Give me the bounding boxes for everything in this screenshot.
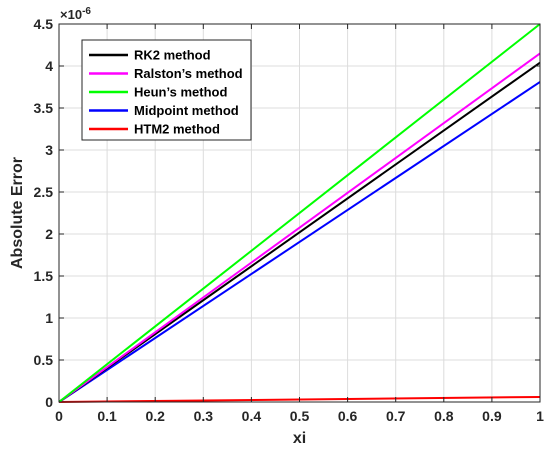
x-tick-label: 0.4 [242, 408, 262, 424]
y-tick-label: 4 [45, 58, 53, 74]
series-lines [58, 23, 541, 403]
y-tick-label: 1.5 [34, 268, 54, 284]
x-axis-title: xi [293, 430, 306, 447]
series-line-rk2-method [58, 61, 541, 403]
y-tick-label: 3.5 [34, 100, 54, 116]
y-tick-label: 2.5 [34, 184, 54, 200]
x-tick-label: 0.7 [386, 408, 406, 424]
y-tick-label: 0.5 [34, 352, 54, 368]
y-tick-label: 1 [45, 310, 53, 326]
y-tick-label: 3 [45, 142, 53, 158]
x-tick-label: 1 [536, 408, 544, 424]
legend-label-heun-s-method: Heun’s method [134, 85, 227, 100]
x-tick-label: 0.6 [338, 408, 358, 424]
y-tick-label: 4.5 [34, 16, 54, 32]
series-line-heun-s-method [58, 23, 541, 403]
axis-ticks: 0 0.1 0.2 0.3 0.4 0.5 0.6 0.7 0.8 0.9 1 0 0.5 1 1.5 2 2.… [34, 16, 545, 424]
x-tick-label: 0.2 [145, 408, 165, 424]
legend: RK2 method Ralston’s method Heun’s method M… [81, 39, 252, 141]
x-tick-label: 0.1 [97, 408, 117, 424]
y-tick-label: 2 [45, 226, 53, 242]
x-tick-label: 0 [55, 408, 63, 424]
x-tick-label: 0.8 [434, 408, 454, 424]
y-tick-label: 0 [45, 394, 53, 410]
legend-box [81, 39, 252, 141]
x-tick-label: 0.3 [194, 408, 214, 424]
legend-label-rk2-method: RK2 method [134, 48, 211, 63]
y-axis-exponent: ×10-6 [60, 6, 91, 22]
series-line-midpoint-method [58, 81, 541, 403]
y-axis-title: Absolute Error [9, 157, 26, 269]
legend-label-ralston-s-method: Ralston’s method [134, 66, 243, 81]
x-tick-label: 0.5 [290, 408, 310, 424]
legend-label-htm2-method: HTM2 method [134, 122, 220, 137]
series-line-ralston-s-method [58, 52, 541, 403]
legend-label-midpoint-method: Midpoint method [134, 103, 239, 118]
x-tick-label: 0.9 [482, 408, 502, 424]
